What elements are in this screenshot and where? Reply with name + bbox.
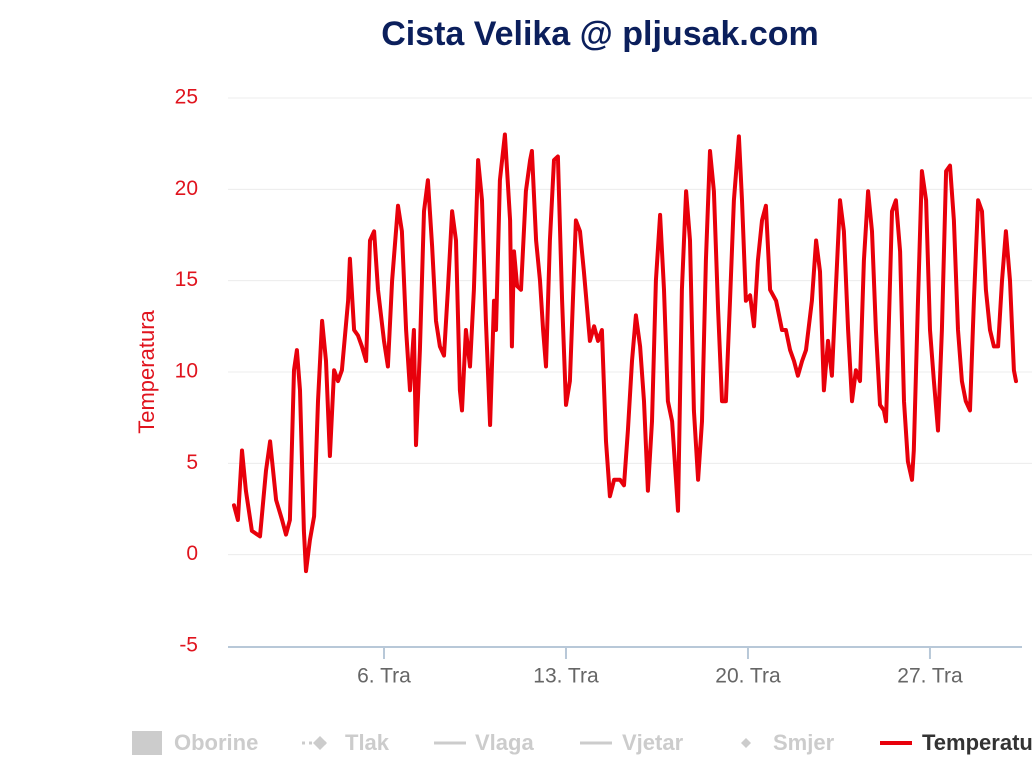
y-tick-label: 10 [175, 360, 198, 383]
y-tick-label: 20 [175, 177, 198, 200]
x-tick-label: 6. Tra [357, 665, 411, 688]
chart-title: Cista Velika @ pljusak.com [381, 15, 819, 53]
legend-symbol [741, 738, 751, 748]
legend-label[interactable]: Smjer [773, 730, 835, 755]
y-tick-label: -5 [179, 634, 198, 657]
y-tick-label: 15 [175, 268, 198, 291]
legend-label[interactable]: Vjetar [622, 730, 684, 755]
legend-symbol [132, 731, 162, 755]
legend-label[interactable]: Vlaga [475, 730, 534, 755]
x-tick-label: 20. Tra [715, 665, 781, 688]
legend-label[interactable]: Temperatura [922, 730, 1032, 755]
legend-label[interactable]: Oborine [174, 730, 258, 755]
legend-label[interactable]: Tlak [345, 730, 390, 755]
y-axis-title: Temperatura [134, 309, 159, 433]
y-tick-label: 5 [186, 451, 198, 474]
x-tick-label: 27. Tra [897, 665, 963, 688]
y-tick-label: 0 [186, 542, 198, 565]
y-tick-label: 25 [175, 86, 198, 109]
legend-symbol [313, 736, 327, 750]
temperature-line [232, 132, 1018, 574]
x-tick-label: 13. Tra [533, 665, 599, 688]
